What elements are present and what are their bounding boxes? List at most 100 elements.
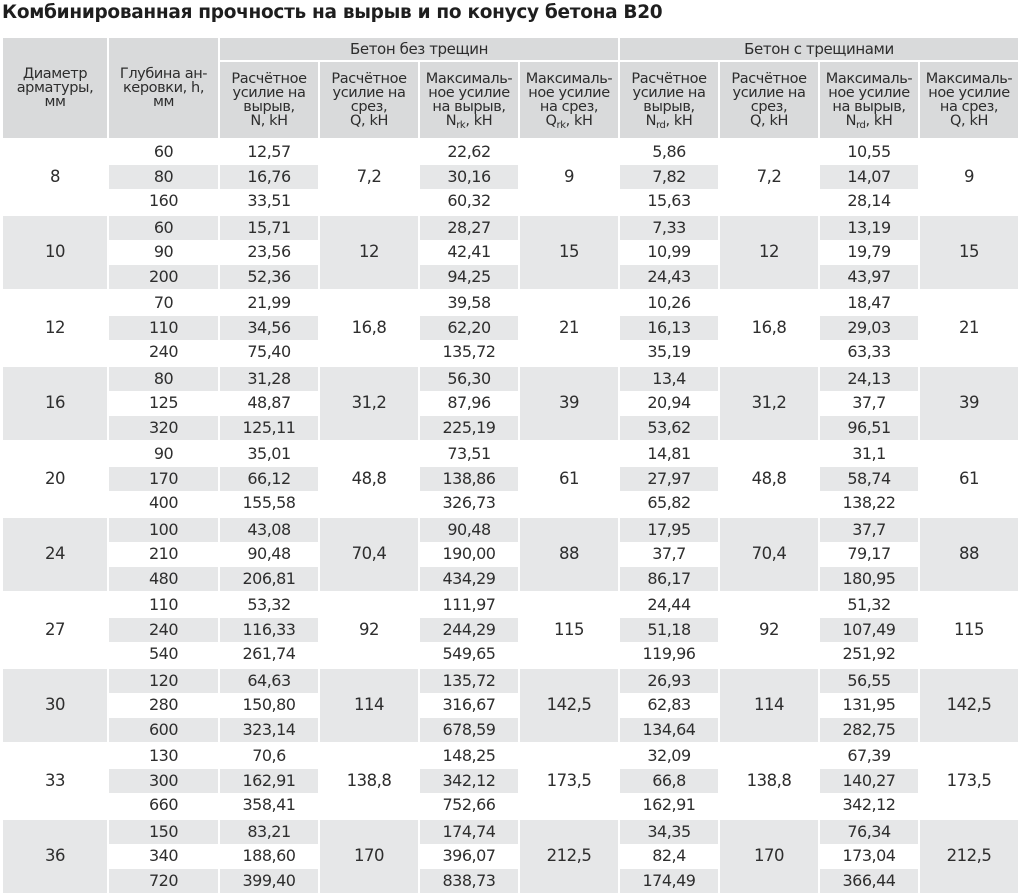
cell-depth: 200 <box>109 265 218 290</box>
cell-calc-pullout-n: 15,71 <box>220 214 318 241</box>
cell-depth: 170 <box>109 467 218 492</box>
cell-cracked-calc-pullout-nrd: 17,95 <box>620 516 718 543</box>
cell-max-shear-qrk: 115 <box>520 591 618 667</box>
cell-depth: 100 <box>109 516 218 543</box>
cell-cracked-calc-shear-q: 7,2 <box>720 138 818 214</box>
cell-cracked-max-pullout-nrd: 14,07 <box>820 165 918 190</box>
cell-calc-pullout-n: 53,32 <box>220 591 318 618</box>
cell-cracked-calc-shear-q: 114 <box>720 667 818 743</box>
cell-max-pullout-nrk: 752,66 <box>420 793 518 818</box>
cell-diameter: 16 <box>3 365 107 441</box>
cell-calc-pullout-n: 90,48 <box>220 542 318 567</box>
cell-cracked-max-pullout-nrd: 282,75 <box>820 718 918 743</box>
cell-calc-pullout-n: 75,40 <box>220 340 318 365</box>
cell-calc-pullout-n: 66,12 <box>220 467 318 492</box>
cell-cracked-calc-pullout-nrd: 34,35 <box>620 818 718 845</box>
cell-depth: 400 <box>109 491 218 516</box>
cell-max-pullout-nrk: 838,73 <box>420 869 518 893</box>
cell-calc-pullout-n: 125,11 <box>220 416 318 441</box>
cell-depth: 280 <box>109 693 218 718</box>
cell-max-pullout-nrk: 138,86 <box>420 467 518 492</box>
cell-cracked-calc-shear-q: 48,8 <box>720 440 818 516</box>
cell-calc-shear-q: 138,8 <box>320 742 418 818</box>
cell-cracked-calc-pullout-nrd: 13,4 <box>620 365 718 392</box>
cell-depth: 660 <box>109 793 218 818</box>
cell-max-shear-qrk: 15 <box>520 214 618 290</box>
cell-max-pullout-nrk: 39,58 <box>420 289 518 316</box>
cell-cracked-max-pullout-nrd: 37,7 <box>820 391 918 416</box>
cell-max-pullout-nrk: 174,74 <box>420 818 518 845</box>
cell-cracked-max-pullout-nrd: 58,74 <box>820 467 918 492</box>
cell-calc-pullout-n: 116,33 <box>220 618 318 643</box>
cell-calc-pullout-n: 31,28 <box>220 365 318 392</box>
cell-diameter: 8 <box>3 138 107 214</box>
cell-depth: 80 <box>109 165 218 190</box>
cell-depth: 90 <box>109 440 218 467</box>
column-header-cracked-max-pullout: Максималь-ное усилие на вырыв,Nrd, kH <box>820 60 918 138</box>
cell-diameter: 36 <box>3 818 107 893</box>
cell-cracked-calc-pullout-nrd: 174,49 <box>620 869 718 893</box>
cell-diameter: 20 <box>3 440 107 516</box>
cell-max-pullout-nrk: 148,25 <box>420 742 518 769</box>
cell-calc-pullout-n: 188,60 <box>220 844 318 869</box>
cell-max-shear-qrk: 88 <box>520 516 618 592</box>
cell-max-pullout-nrk: 342,12 <box>420 769 518 794</box>
cell-calc-pullout-n: 155,58 <box>220 491 318 516</box>
cell-calc-shear-q: 70,4 <box>320 516 418 592</box>
cell-cracked-calc-pullout-nrd: 10,99 <box>620 240 718 265</box>
cell-cracked-max-shear-q: 15 <box>920 214 1018 290</box>
cell-cracked-max-pullout-nrd: 366,44 <box>820 869 918 893</box>
cell-max-pullout-nrk: 396,07 <box>420 844 518 869</box>
cell-depth: 150 <box>109 818 218 845</box>
cell-cracked-calc-pullout-nrd: 53,62 <box>620 416 718 441</box>
cell-depth: 600 <box>109 718 218 743</box>
cell-calc-pullout-n: 21,99 <box>220 289 318 316</box>
cell-depth: 210 <box>109 542 218 567</box>
cell-max-pullout-nrk: 22,62 <box>420 138 518 165</box>
cell-cracked-max-pullout-nrd: 29,03 <box>820 316 918 341</box>
cell-max-shear-qrk: 173,5 <box>520 742 618 818</box>
cell-calc-pullout-n: 70,6 <box>220 742 318 769</box>
cell-cracked-calc-pullout-nrd: 32,09 <box>620 742 718 769</box>
cell-cracked-max-pullout-nrd: 180,95 <box>820 567 918 592</box>
cell-max-pullout-nrk: 225,19 <box>420 416 518 441</box>
cell-max-pullout-nrk: 94,25 <box>420 265 518 290</box>
cell-cracked-max-pullout-nrd: 18,47 <box>820 289 918 316</box>
cell-cracked-max-shear-q: 9 <box>920 138 1018 214</box>
cell-cracked-max-pullout-nrd: 63,33 <box>820 340 918 365</box>
cell-cracked-calc-pullout-nrd: 16,13 <box>620 316 718 341</box>
cell-calc-pullout-n: 399,40 <box>220 869 318 893</box>
cell-depth: 60 <box>109 138 218 165</box>
column-header-cracked-max-shear: Максималь-ное усилие на срез,Q, kH <box>920 60 1018 138</box>
cell-calc-pullout-n: 323,14 <box>220 718 318 743</box>
cell-cracked-max-pullout-nrd: 140,27 <box>820 769 918 794</box>
cell-depth: 160 <box>109 189 218 214</box>
cell-calc-pullout-n: 48,87 <box>220 391 318 416</box>
cell-depth: 340 <box>109 844 218 869</box>
cell-cracked-calc-pullout-nrd: 62,83 <box>620 693 718 718</box>
cell-cracked-calc-pullout-nrd: 35,19 <box>620 340 718 365</box>
cell-max-shear-qrk: 212,5 <box>520 818 618 893</box>
cell-calc-pullout-n: 52,36 <box>220 265 318 290</box>
cell-cracked-max-pullout-nrd: 24,13 <box>820 365 918 392</box>
table-header: Диаметр арматуры, мм Глубина ан-керовки,… <box>3 38 1018 138</box>
cell-calc-pullout-n: 358,41 <box>220 793 318 818</box>
cell-cracked-max-pullout-nrd: 31,1 <box>820 440 918 467</box>
column-header-cracked-calc-pullout: Расчётное усилие на вырыв,Nrd, kH <box>620 60 718 138</box>
cell-cracked-calc-pullout-nrd: 26,93 <box>620 667 718 694</box>
cell-cracked-calc-pullout-nrd: 7,33 <box>620 214 718 241</box>
